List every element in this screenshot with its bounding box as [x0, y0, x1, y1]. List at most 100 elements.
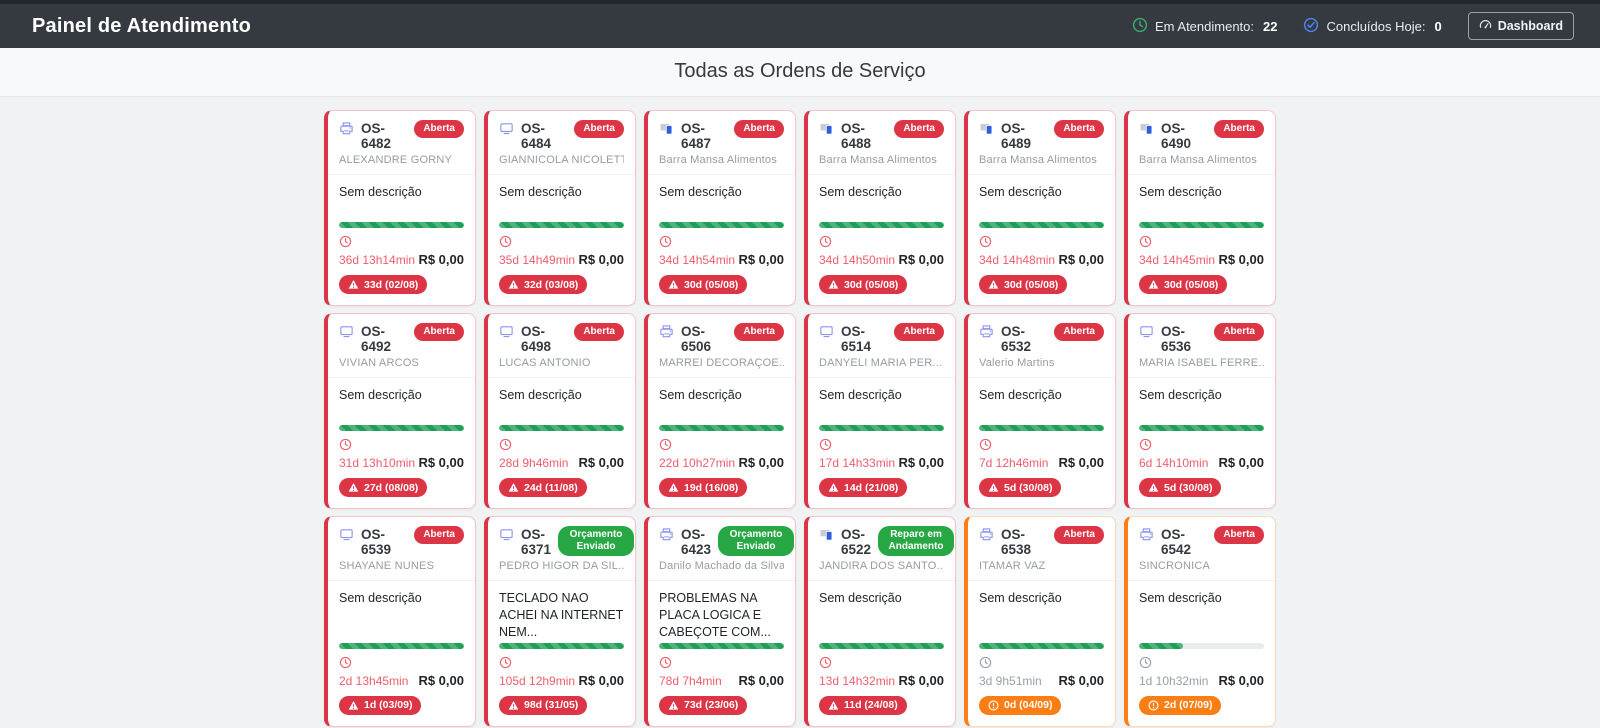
time-value-row: 34d 14h54min R$ 0,00	[659, 252, 784, 267]
progress-bar	[979, 222, 1104, 228]
service-order-card[interactable]: OS-6538 Aberta ITAMAR VAZ Sem descrição …	[964, 516, 1116, 727]
due-badge: 2d (07/09)	[1139, 695, 1222, 715]
progress-fill	[819, 222, 944, 228]
card-header: OS-6532 Aberta	[979, 323, 1104, 354]
phone-icon	[979, 121, 994, 136]
service-order-card[interactable]: OS-6514 Aberta DANYELI MARIA PER... Sem …	[804, 313, 956, 509]
service-order-card[interactable]: OS-6498 Aberta LUCAS ANTONIO Sem descriç…	[484, 313, 636, 509]
service-order-card[interactable]: OS-6542 Aberta SINCRONICA Sem descrição …	[1124, 516, 1276, 727]
service-order-card[interactable]: OS-6484 Aberta GIANNICOLA NICOLETTI Sem …	[484, 110, 636, 306]
status-badge: Aberta	[1054, 120, 1104, 138]
status-badge: Aberta	[734, 120, 784, 138]
due-text: 30d (05/08)	[1004, 278, 1059, 291]
due-text: 5d (30/08)	[1164, 481, 1213, 494]
status-in-service-label: Em Atendimento:	[1155, 18, 1254, 34]
monitor-icon	[499, 121, 514, 136]
card-divider	[488, 174, 635, 175]
due-badge: 1d (03/09)	[339, 695, 422, 715]
due-text: 30d (05/08)	[1164, 278, 1219, 291]
elapsed-clock-icon	[1139, 438, 1264, 451]
os-number: OS-6542	[1161, 527, 1192, 557]
warning-icon	[1148, 482, 1159, 493]
order-value: R$ 0,00	[578, 672, 624, 688]
progress-bar	[499, 642, 624, 649]
progress-bar	[659, 642, 784, 649]
card-divider	[1128, 580, 1275, 581]
service-order-card[interactable]: OS-6489 Aberta Barra Mansa Alimentos Sem…	[964, 110, 1116, 306]
due-text: 32d (03/08)	[524, 278, 579, 291]
progress-fill	[979, 642, 1104, 649]
card-header: OS-6514 Aberta	[819, 323, 944, 354]
progress-bar	[819, 425, 944, 431]
warning-icon	[828, 482, 839, 493]
time-value-row: 105d 12h9min R$ 0,00	[499, 673, 624, 688]
cards-grid: OS-6482 Aberta ALEXANDRE GORNY Sem descr…	[324, 110, 1276, 728]
order-value: R$ 0,00	[1218, 672, 1264, 688]
printer-icon	[979, 324, 994, 339]
service-order-card[interactable]: OS-6536 Aberta MARIA ISABEL FERRE... Sem…	[1124, 313, 1276, 509]
card-header: OS-6490 Aberta	[1139, 120, 1264, 151]
elapsed-clock-icon	[819, 235, 944, 248]
status-done-today-label: Concluídos Hoje:	[1326, 18, 1426, 34]
due-badge: 5d (30/08)	[1139, 478, 1222, 497]
order-description: Sem descrição	[339, 388, 422, 402]
card-header: OS-6506 Aberta	[659, 323, 784, 354]
card-header: OS-6484 Aberta	[499, 120, 624, 151]
os-number: OS-6488	[841, 121, 872, 151]
warning-icon	[508, 700, 519, 711]
service-order-card[interactable]: OS-6371 Orçamento Enviado PEDRO HIGOR DA…	[484, 516, 636, 727]
due-text: 19d (16/08)	[684, 481, 739, 494]
client-name: GIANNICOLA NICOLETTI	[499, 154, 624, 166]
service-order-card[interactable]: OS-6539 Aberta SHAYANE NUNES Sem descriç…	[324, 516, 476, 727]
time-value-row: 78d 7h4min R$ 0,00	[659, 673, 784, 688]
card-divider	[968, 377, 1115, 378]
due-text: 0d (04/09)	[1004, 699, 1053, 712]
due-badge: 73d (23/06)	[659, 695, 748, 715]
time-value-row: 34d 14h48min R$ 0,00	[979, 252, 1104, 267]
service-order-card[interactable]: OS-6487 Aberta Barra Mansa Alimentos Sem…	[644, 110, 796, 306]
page-title: Todas as Ordens de Serviço	[674, 60, 926, 82]
warning-icon	[668, 279, 679, 290]
warning-icon	[348, 700, 359, 711]
due-badge: 30d (05/08)	[979, 275, 1068, 294]
client-name: Barra Mansa Alimentos	[979, 154, 1097, 166]
card-header: OS-6371 Orçamento Enviado	[499, 526, 635, 557]
time-value-row: 17d 14h33min R$ 0,00	[819, 455, 944, 470]
due-badge: 19d (16/08)	[659, 478, 748, 497]
progress-fill	[979, 222, 1104, 228]
warning-icon	[508, 482, 519, 493]
time-value-row: 2d 13h45min R$ 0,00	[339, 673, 464, 688]
time-value-row: 7d 12h46min R$ 0,00	[979, 455, 1104, 470]
order-value: R$ 0,00	[578, 455, 624, 470]
monitor-icon	[339, 324, 354, 339]
card-header: OS-6488 Aberta	[819, 120, 944, 151]
order-description: TECLADO NAO ACHEI NA INTERNET NEM...	[499, 591, 624, 639]
service-order-card[interactable]: OS-6522 Reparo em Andamento JANDIRA DOS …	[804, 516, 956, 727]
status-badge: Aberta	[1054, 323, 1104, 341]
card-divider	[968, 580, 1115, 581]
order-value: R$ 0,00	[738, 252, 784, 267]
service-order-card[interactable]: OS-6488 Aberta Barra Mansa Alimentos Sem…	[804, 110, 956, 306]
service-order-card[interactable]: OS-6482 Aberta ALEXANDRE GORNY Sem descr…	[324, 110, 476, 306]
status-in-service: Em Atendimento: 22	[1132, 17, 1277, 36]
time-value-row: 36d 13h14min R$ 0,00	[339, 252, 464, 267]
service-order-card[interactable]: OS-6506 Aberta MARREI DECORAÇOE... Sem d…	[644, 313, 796, 509]
due-text: 11d (24/08)	[844, 699, 898, 712]
client-name: DANYELI MARIA PER...	[819, 357, 943, 369]
speedometer-icon	[1479, 18, 1492, 34]
service-order-card[interactable]: OS-6423 Orçamento Enviado Danilo Machado…	[644, 516, 796, 727]
elapsed-clock-icon	[499, 438, 624, 451]
card-divider	[808, 174, 955, 175]
service-order-card[interactable]: OS-6532 Aberta Valerio Martins Sem descr…	[964, 313, 1116, 509]
progress-fill	[819, 425, 944, 431]
client-name: Danilo Machado da Silva	[659, 560, 784, 572]
phone-icon	[819, 121, 834, 136]
elapsed-time: 34d 14h45min	[1139, 253, 1216, 267]
card-divider	[968, 174, 1115, 175]
elapsed-clock-icon	[339, 656, 464, 669]
service-order-card[interactable]: OS-6492 Aberta VIVIAN ARCOS Sem descriçã…	[324, 313, 476, 509]
service-order-card[interactable]: OS-6490 Aberta Barra Mansa Alimentos Sem…	[1124, 110, 1276, 306]
dashboard-button[interactable]: Dashboard	[1467, 12, 1574, 40]
order-description: Sem descrição	[339, 185, 422, 199]
elapsed-time: 34d 14h50min	[819, 253, 896, 267]
